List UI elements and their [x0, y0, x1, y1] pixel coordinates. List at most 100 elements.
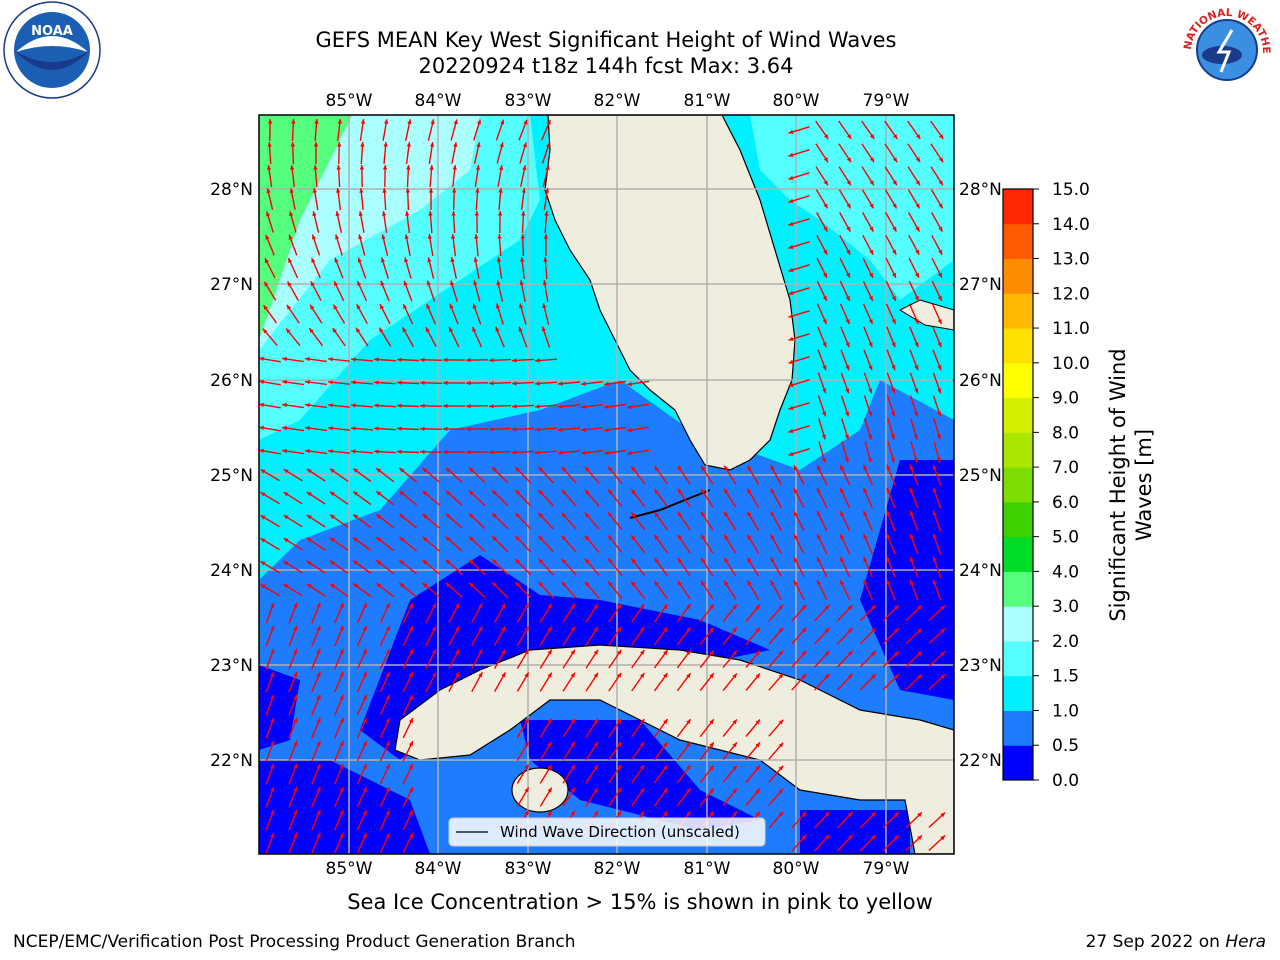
wave-direction-arrowhead: [455, 603, 460, 609]
wave-direction-arrowhead: [541, 326, 546, 332]
wave-direction-arrowhead: [547, 649, 552, 655]
wave-direction-arrowhead: [863, 579, 868, 585]
wave-direction-arrowhead: [663, 765, 668, 770]
wave-direction-arrowhead: [452, 165, 457, 170]
wave-direction-arrowhead: [312, 211, 317, 217]
wave-direction-arrowhead: [524, 718, 529, 724]
wave-direction-arrowhead: [868, 365, 873, 371]
wave-direction-arrowhead: [382, 165, 388, 170]
wave-direction-arrowhead: [640, 742, 645, 747]
wave-direction-arrowhead: [547, 626, 552, 632]
wave-direction-arrowhead: [310, 304, 315, 310]
wave-direction-arrowhead: [788, 428, 794, 433]
wave-direction-arrowhead: [915, 226, 920, 232]
wave-direction-arrowhead: [311, 257, 316, 263]
wave-direction-arrowhead: [538, 558, 544, 564]
wave-direction-arrowhead: [770, 580, 775, 586]
wave-direction-arrowhead: [466, 449, 471, 455]
noaa-logo: NOAA: [2, 0, 102, 100]
wave-direction-arrowhead: [871, 605, 876, 610]
wave-direction-arrowhead: [584, 466, 590, 472]
wave-direction-arrowhead: [542, 303, 547, 309]
colorbar-segment: [1003, 467, 1033, 503]
wave-direction-arrowhead: [867, 434, 872, 440]
wave-direction-arrowhead: [558, 404, 563, 409]
wave-direction-arrowhead: [353, 537, 358, 542]
wave-direction-arrowhead: [654, 535, 659, 540]
wave-direction-arrowhead: [558, 381, 563, 386]
wave-direction-arrowhead: [604, 427, 609, 432]
wave-direction-arrowhead: [724, 557, 729, 563]
wave-direction-arrowhead: [788, 198, 794, 203]
wave-direction-arrowhead: [686, 811, 691, 817]
wave-direction-arrowhead: [450, 257, 455, 263]
wave-direction-arrowhead: [840, 488, 845, 493]
wave-direction-arrowhead: [520, 257, 525, 262]
wave-direction-arrowhead: [515, 490, 520, 495]
wave-direction-arrowhead: [823, 180, 828, 186]
colorbar-tick-label: 15.0: [1052, 180, 1090, 200]
wave-direction-arrowhead: [778, 742, 784, 748]
wave-direction-arrowhead: [892, 157, 898, 163]
wave-direction-arrowhead: [892, 180, 897, 186]
wave-direction-arrowhead: [384, 119, 389, 124]
wave-direction-arrowhead: [351, 449, 356, 454]
wave-direction-arrowhead: [293, 763, 298, 769]
wave-direction-arrowhead: [381, 234, 386, 240]
wave-direction-arrowhead: [538, 466, 544, 472]
wave-direction-arrowhead: [840, 557, 845, 562]
colorbar-tick-label: 3.0: [1052, 597, 1079, 617]
wave-direction-arrowhead: [793, 488, 798, 494]
wave-direction-arrowhead: [339, 809, 344, 815]
wave-direction-arrowhead: [270, 832, 275, 838]
wave-direction-arrowhead: [353, 514, 358, 519]
wave-direction-arrowhead: [538, 512, 544, 518]
wave-direction-arrowhead: [524, 810, 529, 816]
lon-tick-label: 84°W: [415, 859, 462, 879]
wave-direction-arrowhead: [770, 534, 775, 540]
wave-direction-arrowhead: [399, 583, 405, 588]
wave-direction-arrowhead: [408, 833, 413, 839]
colorbar-tick-label: 0.0: [1052, 771, 1079, 791]
wave-direction-arrowhead: [362, 810, 367, 815]
wave-direction-arrowhead: [374, 357, 379, 362]
wave-direction-arrowhead: [847, 605, 853, 610]
wave-direction-arrowhead: [627, 404, 632, 410]
wave-direction-arrowhead: [385, 718, 390, 723]
wave-direction-arrowhead: [283, 584, 289, 589]
wave-direction-arrowhead: [420, 449, 425, 454]
wave-direction-arrowhead: [846, 157, 852, 163]
wave-direction-arrowhead: [535, 427, 540, 432]
wave-direction-arrowhead: [584, 558, 590, 564]
wave-direction-arrowhead: [608, 581, 613, 587]
colorbar-tick-label: 5.0: [1052, 528, 1079, 548]
wave-direction-arrowhead: [313, 165, 318, 170]
wave-direction-arrowhead: [379, 327, 384, 333]
lon-tick-label: 82°W: [594, 91, 641, 111]
wave-direction-arrowhead: [544, 211, 549, 216]
wave-direction-arrowhead: [793, 511, 798, 517]
wave-direction-arrowhead: [732, 650, 737, 656]
wave-direction-arrowhead: [892, 249, 897, 255]
wave-direction-arrowhead: [353, 491, 358, 496]
colorbar-segment: [1003, 432, 1033, 468]
wave-direction-arrowhead: [408, 718, 413, 724]
wave-direction-arrowhead: [538, 535, 544, 541]
colorbar-segment: [1003, 710, 1033, 746]
wave-direction-arrowhead: [360, 119, 366, 124]
wave-direction-arrowhead: [283, 515, 289, 520]
wave-direction-arrowhead: [917, 835, 922, 841]
wave-direction-arrowhead: [334, 257, 339, 263]
wave-direction-arrowhead: [593, 626, 598, 632]
wave-direction-arrowhead: [915, 134, 921, 139]
wave-direction-arrowhead: [732, 673, 737, 679]
wave-direction-arrowhead: [846, 226, 851, 232]
wave-direction-arrowhead: [475, 165, 481, 170]
wave-direction-arrowhead: [940, 674, 946, 680]
wave-direction-arrowhead: [845, 365, 850, 371]
wave-direction-arrowhead: [793, 557, 798, 563]
wave-direction-arrowhead: [817, 580, 822, 586]
wave-direction-arrowhead: [869, 157, 875, 163]
wave-direction-arrowhead: [282, 379, 287, 385]
wave-direction-arrowhead: [357, 257, 362, 263]
